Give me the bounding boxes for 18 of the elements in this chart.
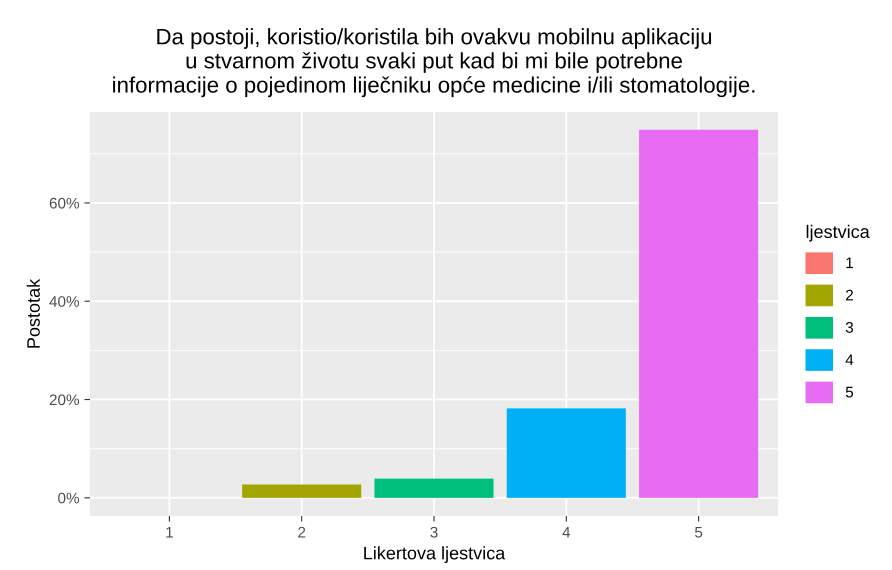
x-axis-title: Likertova ljestvica: [364, 546, 506, 564]
legend-label: 2: [846, 290, 853, 300]
legend-title: ljestvica: [806, 224, 870, 242]
y-tick-label: 20%: [50, 394, 80, 406]
x-tick-label: 3: [430, 526, 438, 538]
x-tick-label: 1: [166, 526, 173, 538]
y-axis-title: Postotak: [26, 278, 40, 348]
legend-label: 5: [846, 386, 854, 398]
y-tick-label: 0%: [58, 492, 80, 504]
x-tick-label: 4: [562, 526, 570, 538]
legend-label: 3: [846, 322, 854, 333]
chart-title: Da postoji, koristio/koristila bih ovakvu mobilnu aplikaciju u stvarnom životu svaki put kad bi mi bile potrebne informacije o pojedinom liječniku opće medicine i/ili stomatologije.: [113, 28, 754, 98]
legend-label: 1: [846, 258, 853, 268]
y-tick-label: 60%: [50, 198, 80, 209]
y-tick-label: 40%: [49, 296, 80, 307]
x-tick-label: 5: [694, 526, 702, 538]
legend-label: 4: [846, 354, 854, 365]
x-tick-label: 2: [298, 526, 306, 538]
